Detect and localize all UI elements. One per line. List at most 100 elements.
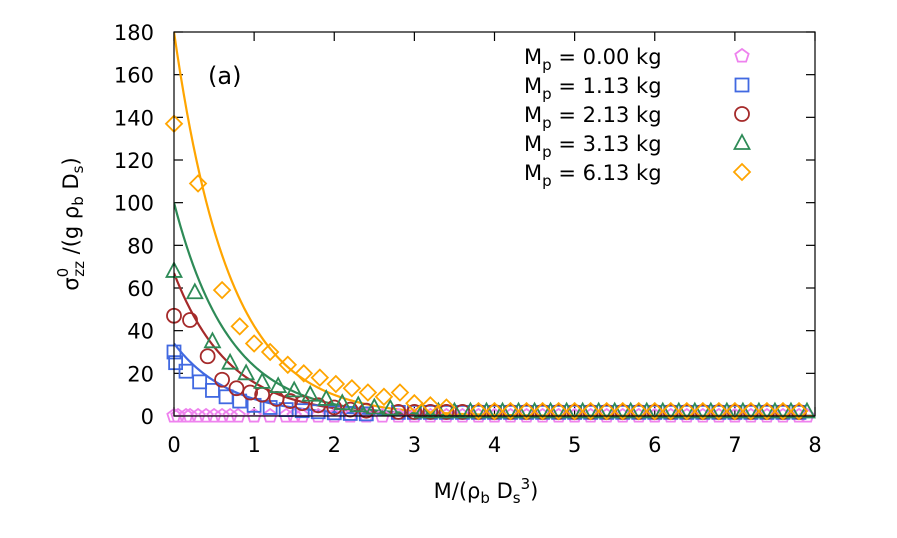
- data-point: [589, 401, 608, 419]
- y-tick-label: 180: [114, 21, 154, 45]
- data-point: [669, 401, 688, 419]
- legend-marker-circle: [734, 106, 750, 122]
- data-point: [349, 395, 368, 413]
- data-point: [294, 364, 314, 383]
- axis-ticks: [173, 31, 816, 417]
- x-tick-label: 4: [488, 433, 501, 457]
- data-point: [390, 383, 410, 402]
- legend-marker-pentagon: [734, 47, 750, 63]
- data-point: [214, 371, 230, 388]
- y-tick-label: 160: [114, 64, 154, 88]
- legend-marker-triangle: [732, 133, 752, 150]
- data-point: [517, 401, 536, 421]
- data-point: [661, 401, 681, 421]
- legend-marker-square: [734, 77, 750, 93]
- data-point: [629, 401, 648, 421]
- data-point: [773, 401, 793, 421]
- y-tick-label: 0: [141, 405, 154, 429]
- data-point: [693, 401, 713, 421]
- legend-entry: Mp = 2.13 kg: [524, 103, 750, 132]
- data-point: [365, 397, 384, 415]
- data-point: [557, 401, 576, 419]
- data-point: [381, 398, 400, 416]
- data-point: [732, 133, 752, 150]
- data-point: [326, 405, 342, 421]
- data-point: [214, 407, 230, 423]
- data-point: [199, 348, 216, 365]
- data-point: [358, 383, 378, 402]
- data-point: [310, 407, 326, 423]
- y-tick-label: 140: [114, 106, 154, 130]
- legend: Mp = 0.00 kg Mp = 1.13 kg Mp = 2.13 kg M…: [524, 45, 752, 190]
- data-point: [781, 401, 800, 419]
- data-point: [454, 407, 471, 423]
- data-point: [206, 407, 222, 423]
- panel-label: (a): [208, 62, 241, 90]
- data-point: [621, 401, 640, 419]
- data-point: [438, 404, 455, 420]
- data-point: [725, 401, 745, 421]
- data-point: [242, 384, 259, 401]
- data-point: [310, 368, 330, 387]
- svg-text:Mp = 3.13 kg: Mp = 3.13 kg: [524, 132, 662, 161]
- data-point: [262, 407, 278, 423]
- data-point: [485, 401, 504, 421]
- data-point: [269, 376, 288, 394]
- data-point: [192, 374, 208, 390]
- data-point: [454, 404, 471, 420]
- data-point: [168, 355, 184, 371]
- svg-text:Mp = 0.00 kg: Mp = 0.00 kg: [524, 45, 662, 74]
- data-point: [286, 407, 302, 423]
- x-tick-label: 3: [408, 433, 421, 457]
- data-point: [182, 407, 198, 423]
- x-tick-label: 2: [328, 433, 341, 457]
- data-point: [244, 334, 264, 353]
- data-point: [246, 407, 262, 423]
- data-point: [405, 393, 424, 413]
- data-point: [573, 401, 592, 419]
- fit-curves: [174, 32, 815, 416]
- data-point: [185, 282, 204, 300]
- svg-text:Mp = 6.13 kg: Mp = 6.13 kg: [524, 161, 662, 190]
- data-point: [565, 401, 584, 421]
- data-point: [734, 106, 750, 122]
- data-point: [533, 401, 552, 421]
- y-tick-label: 120: [114, 149, 154, 173]
- data-point: [230, 407, 246, 423]
- data-point: [326, 374, 346, 394]
- legend-entry: Mp = 6.13 kg: [524, 161, 752, 190]
- data-point: [461, 401, 480, 419]
- data-point: [390, 407, 407, 423]
- data-point: [732, 162, 752, 182]
- x-axis-label: M/(ρb Ds3): [434, 475, 539, 507]
- data-point: [734, 47, 750, 63]
- data-point: [605, 401, 624, 419]
- data-point: [406, 407, 423, 423]
- data-point: [237, 363, 256, 381]
- data-point: [278, 407, 294, 423]
- legend-entry: Mp = 3.13 kg: [524, 132, 752, 161]
- data-point: [203, 331, 222, 349]
- data-point: [212, 280, 232, 300]
- data-point: [685, 401, 704, 419]
- y-axis-label: σ0zz /(g ρb Ds): [54, 157, 88, 290]
- data-point: [613, 401, 632, 421]
- data-point: [469, 401, 488, 421]
- x-tick-label: 7: [728, 433, 741, 457]
- x-tick-label: 8: [808, 433, 821, 457]
- data-point: [549, 401, 568, 421]
- data-point: [525, 401, 544, 419]
- data-point: [285, 380, 304, 398]
- data-point: [501, 401, 520, 421]
- data-point: [188, 174, 208, 193]
- svg-text:Mp = 1.13 kg: Mp = 1.13 kg: [524, 74, 662, 103]
- x-tick-label: 0: [167, 433, 180, 457]
- data-point: [677, 401, 697, 421]
- data-point: [230, 317, 249, 336]
- data-point: [205, 382, 220, 398]
- data-point: [645, 401, 665, 421]
- data-point: [438, 407, 455, 423]
- data-point: [477, 401, 496, 419]
